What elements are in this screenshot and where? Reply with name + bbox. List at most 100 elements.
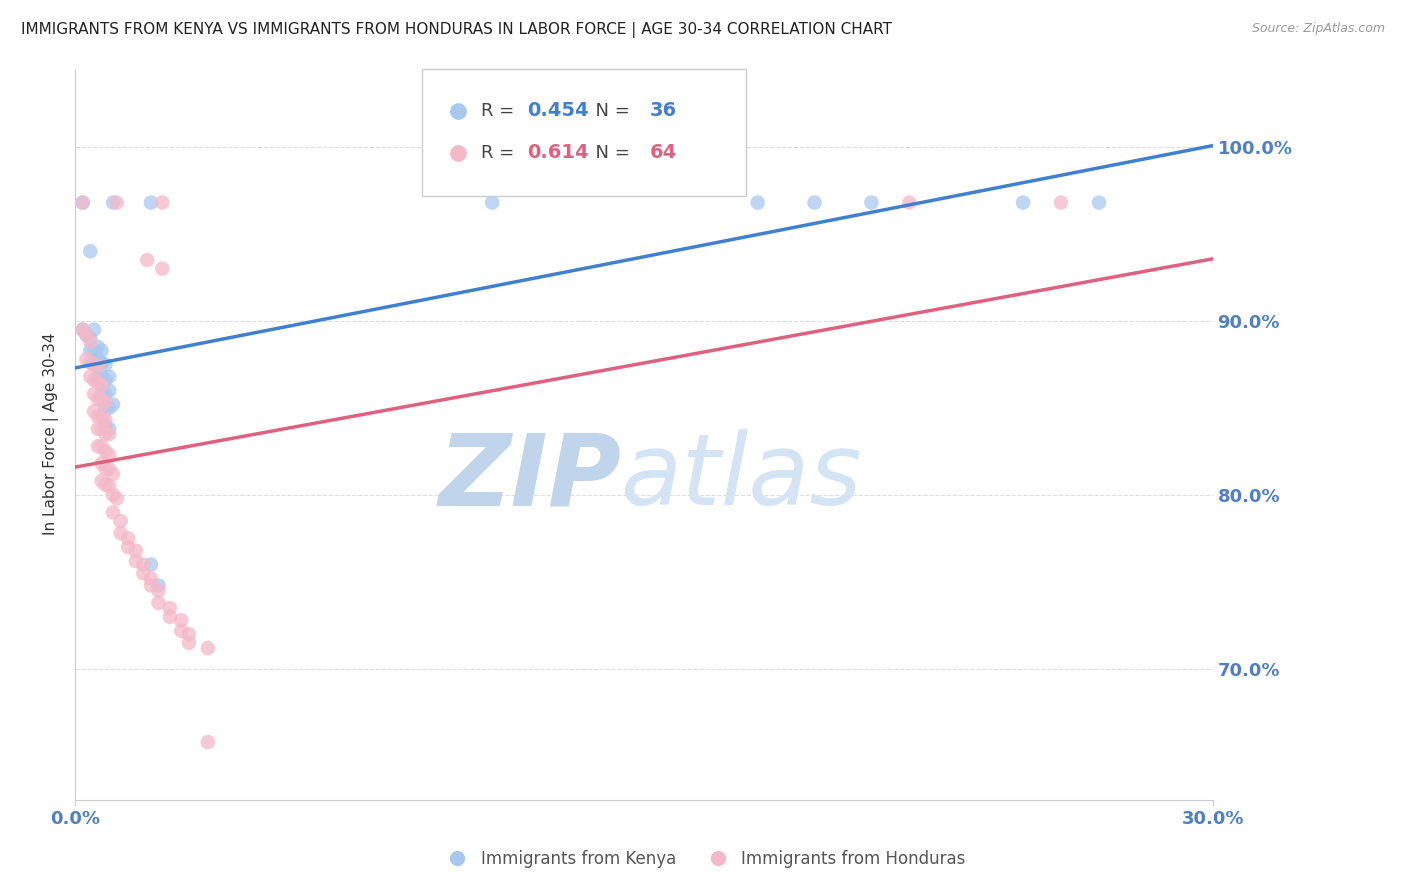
Point [125,543,148,558]
Point [139,572,162,586]
Point [170,624,193,638]
Point [139,578,162,592]
Point [94,358,117,372]
Point [87,422,110,436]
Point [87,375,110,389]
Point [117,532,139,546]
Point [94,444,117,458]
Point [1050,195,1073,210]
Point [1088,195,1111,210]
Text: R =: R = [481,102,520,120]
Point [72,195,94,210]
Point [94,395,117,409]
Point [747,195,769,210]
Point [481,195,503,210]
Point [148,578,170,592]
Point [94,418,117,433]
Point [90,474,112,488]
Point [72,322,94,336]
Point [90,392,112,407]
Point [87,392,110,407]
Point [79,369,101,384]
Point [79,331,101,345]
Point [101,397,124,411]
Point [94,413,117,427]
Point [79,334,101,349]
Point [98,401,121,415]
Point [148,583,170,598]
Point [132,566,155,581]
Point [72,195,94,210]
Point [87,369,110,384]
Point [90,409,112,424]
Point [98,448,121,462]
Text: 36: 36 [650,102,676,120]
Point [75,352,97,367]
Point [177,636,200,650]
Point [87,439,110,453]
Point [177,627,200,641]
Point [132,558,155,572]
Point [94,387,117,401]
Point [197,641,219,656]
Point [83,358,105,372]
Point [98,479,121,493]
Point [898,195,921,210]
Legend: Immigrants from Kenya, Immigrants from Honduras: Immigrants from Kenya, Immigrants from H… [434,844,972,875]
Point [159,601,181,615]
Point [90,343,112,358]
Point [75,327,97,342]
Point [98,422,121,436]
Point [139,558,162,572]
Text: 64: 64 [650,143,676,162]
Text: IMMIGRANTS FROM KENYA VS IMMIGRANTS FROM HONDURAS IN LABOR FORCE | AGE 30-34 COR: IMMIGRANTS FROM KENYA VS IMMIGRANTS FROM… [21,22,891,38]
Point [150,195,173,210]
Point [94,462,117,476]
Point [94,401,117,415]
Text: 0.614: 0.614 [527,143,588,162]
Point [148,596,170,610]
Point [79,356,101,370]
Point [110,526,132,541]
Point [90,378,112,392]
Point [90,369,112,384]
Text: 0.454: 0.454 [527,102,588,120]
Point [90,439,112,453]
Point [87,409,110,424]
Point [110,514,132,528]
Point [98,384,121,398]
Point [860,195,883,210]
Point [83,358,105,372]
Text: atlas: atlas [621,429,863,526]
Point [94,477,117,491]
Point [105,195,128,210]
Point [90,387,112,401]
Point [117,540,139,554]
Text: ZIP: ZIP [439,429,621,526]
Point [94,427,117,442]
Y-axis label: In Labor Force | Age 30-34: In Labor Force | Age 30-34 [44,333,59,535]
Point [87,352,110,367]
Point [79,244,101,259]
Point [159,609,181,624]
Point [803,195,825,210]
Point [98,427,121,442]
Point [83,404,105,418]
Point [125,554,148,568]
Point [83,387,105,401]
Point [101,505,124,519]
Point [101,195,124,210]
Point [72,322,94,336]
Point [105,491,128,506]
Point [90,422,112,436]
Text: R =: R = [481,144,520,161]
Point [197,735,219,749]
Point [139,195,162,210]
Point [79,343,101,358]
Point [170,613,193,627]
Text: N =: N = [583,144,636,161]
Point [101,488,124,502]
Point [101,467,124,481]
Point [94,373,117,387]
Point [83,373,105,387]
